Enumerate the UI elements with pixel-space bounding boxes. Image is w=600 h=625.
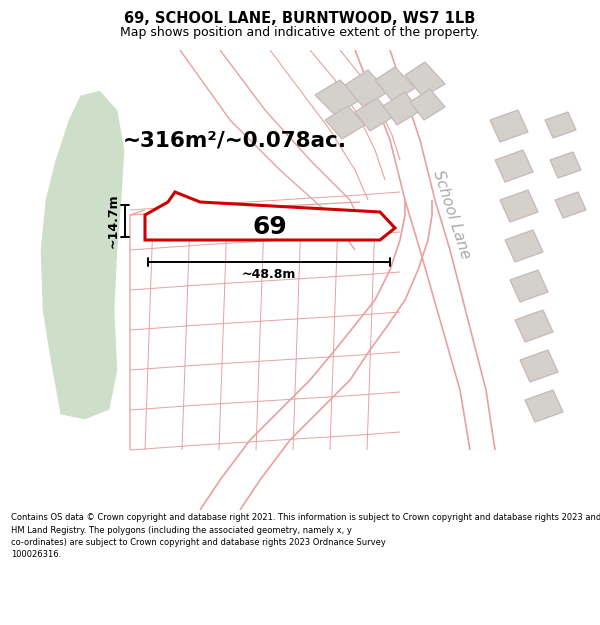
Polygon shape bbox=[40, 90, 125, 420]
Polygon shape bbox=[555, 192, 586, 218]
Text: 69: 69 bbox=[253, 215, 287, 239]
Text: Contains OS data © Crown copyright and database right 2021. This information is : Contains OS data © Crown copyright and d… bbox=[11, 514, 600, 559]
Polygon shape bbox=[383, 92, 420, 125]
Polygon shape bbox=[545, 112, 576, 138]
Text: Map shows position and indicative extent of the property.: Map shows position and indicative extent… bbox=[120, 26, 480, 39]
Polygon shape bbox=[550, 152, 581, 178]
Polygon shape bbox=[375, 67, 415, 102]
Polygon shape bbox=[495, 150, 533, 182]
Polygon shape bbox=[515, 310, 553, 342]
Polygon shape bbox=[510, 270, 548, 302]
Polygon shape bbox=[505, 230, 543, 262]
Polygon shape bbox=[410, 89, 445, 120]
Polygon shape bbox=[405, 62, 445, 97]
Polygon shape bbox=[525, 390, 563, 422]
Polygon shape bbox=[520, 350, 558, 382]
Polygon shape bbox=[345, 70, 388, 107]
Polygon shape bbox=[500, 190, 538, 222]
Text: School Lane: School Lane bbox=[431, 169, 473, 261]
Polygon shape bbox=[490, 110, 528, 142]
Polygon shape bbox=[325, 106, 365, 139]
Polygon shape bbox=[145, 192, 395, 240]
Polygon shape bbox=[315, 80, 360, 115]
Polygon shape bbox=[355, 98, 393, 131]
Text: 69, SCHOOL LANE, BURNTWOOD, WS7 1LB: 69, SCHOOL LANE, BURNTWOOD, WS7 1LB bbox=[124, 11, 476, 26]
Text: ~48.8m: ~48.8m bbox=[242, 269, 296, 281]
Text: ~14.7m: ~14.7m bbox=[107, 194, 119, 248]
Text: ~316m²/~0.078ac.: ~316m²/~0.078ac. bbox=[123, 130, 347, 150]
